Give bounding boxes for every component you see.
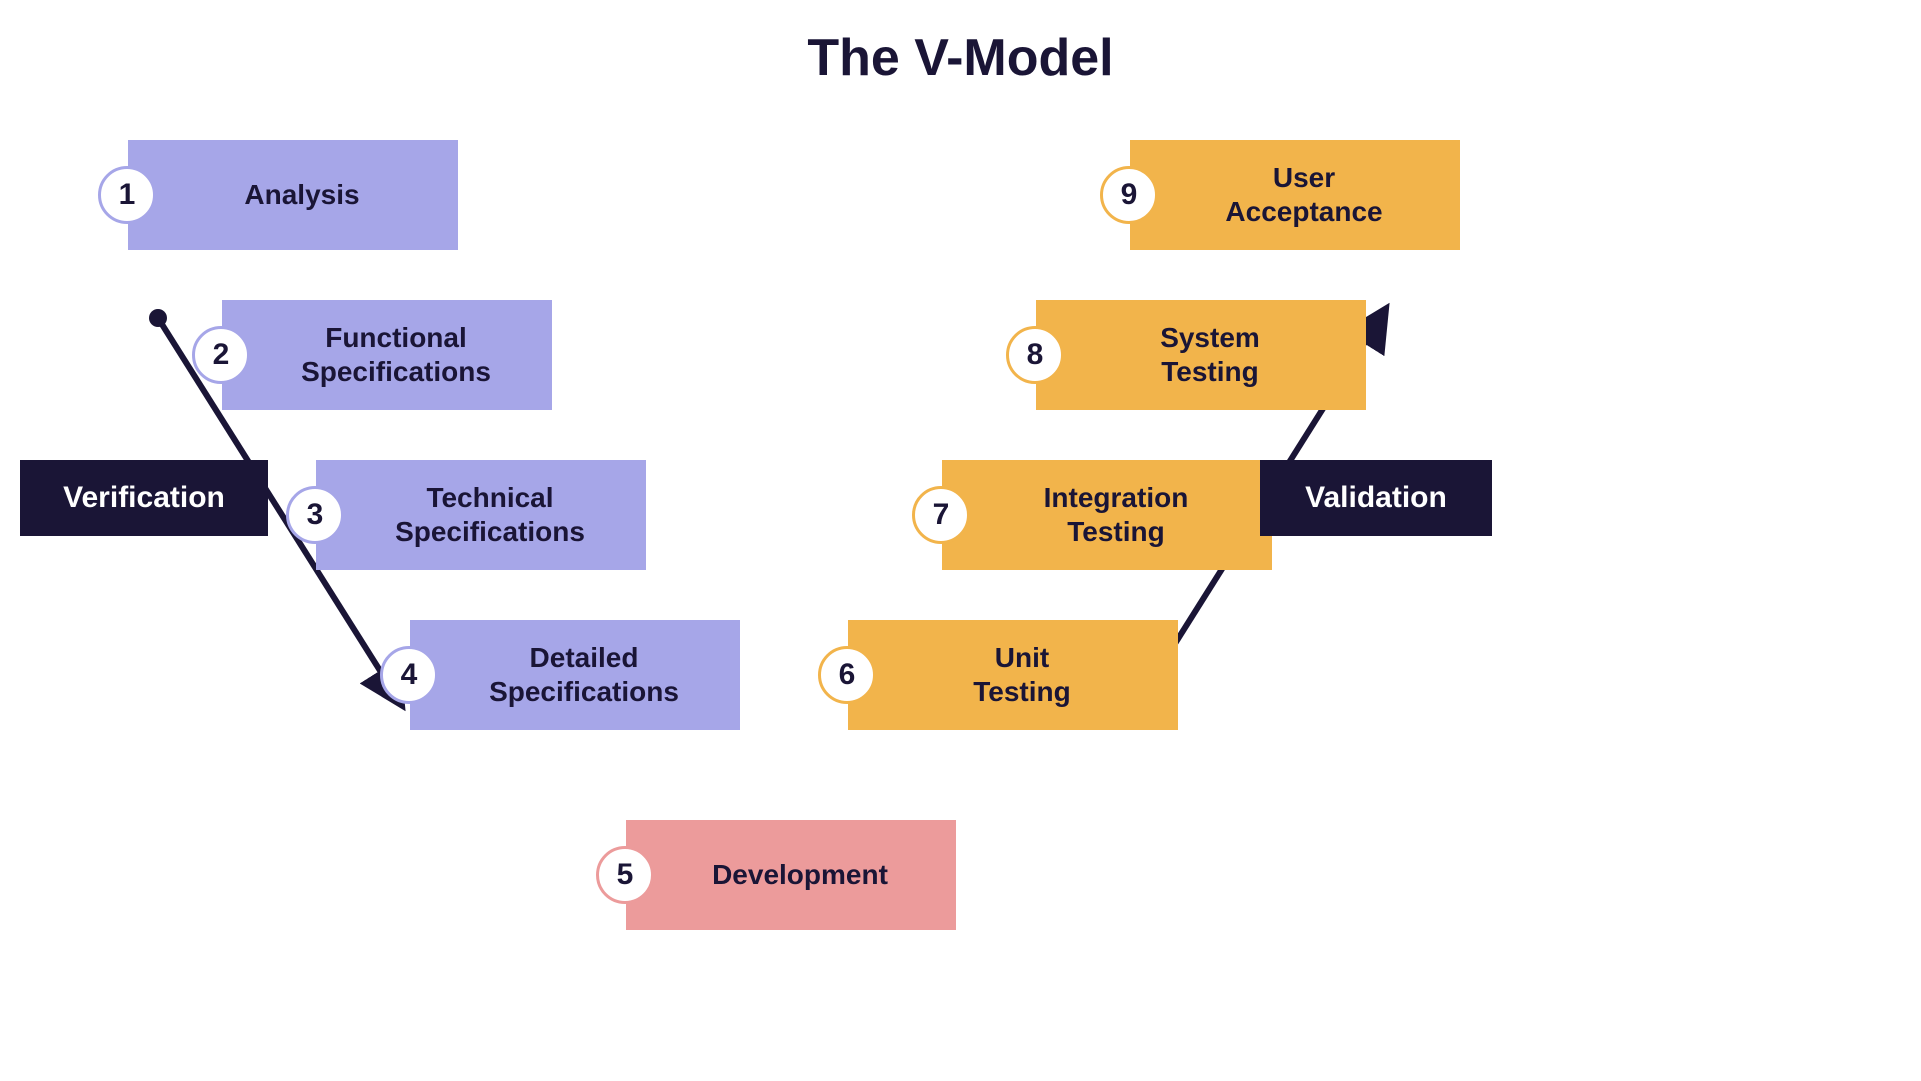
stage-badge-6: 6 bbox=[818, 646, 876, 704]
stage-4: 4DetailedSpecifications bbox=[380, 620, 740, 730]
stage-box-3: TechnicalSpecifications bbox=[316, 460, 646, 570]
stage-1: 1Analysis bbox=[98, 140, 458, 250]
stage-badge-1: 1 bbox=[98, 166, 156, 224]
stage-3: 3TechnicalSpecifications bbox=[286, 460, 646, 570]
diagram-title: The V-Model bbox=[0, 28, 1921, 88]
stage-box-8: SystemTesting bbox=[1036, 300, 1366, 410]
stage-7: 7IntegrationTesting bbox=[912, 460, 1272, 570]
stage-box-1: Analysis bbox=[128, 140, 458, 250]
stage-6: 6UnitTesting bbox=[818, 620, 1178, 730]
stage-badge-9: 9 bbox=[1100, 166, 1158, 224]
stage-box-7: IntegrationTesting bbox=[942, 460, 1272, 570]
stage-badge-7: 7 bbox=[912, 486, 970, 544]
stage-box-5: Development bbox=[626, 820, 956, 930]
stage-badge-5: 5 bbox=[596, 846, 654, 904]
stage-box-9: UserAcceptance bbox=[1130, 140, 1460, 250]
stage-box-6: UnitTesting bbox=[848, 620, 1178, 730]
stage-box-4: DetailedSpecifications bbox=[410, 620, 740, 730]
verification-label: Verification bbox=[20, 460, 268, 536]
stage-2: 2FunctionalSpecifications bbox=[192, 300, 552, 410]
stage-9: 9UserAcceptance bbox=[1100, 140, 1460, 250]
stage-badge-2: 2 bbox=[192, 326, 250, 384]
stage-box-2: FunctionalSpecifications bbox=[222, 300, 552, 410]
stage-badge-4: 4 bbox=[380, 646, 438, 704]
stage-badge-8: 8 bbox=[1006, 326, 1064, 384]
validation-label: Validation bbox=[1260, 460, 1492, 536]
stage-5: 5Development bbox=[596, 820, 956, 930]
stage-8: 8SystemTesting bbox=[1006, 300, 1366, 410]
stage-badge-3: 3 bbox=[286, 486, 344, 544]
